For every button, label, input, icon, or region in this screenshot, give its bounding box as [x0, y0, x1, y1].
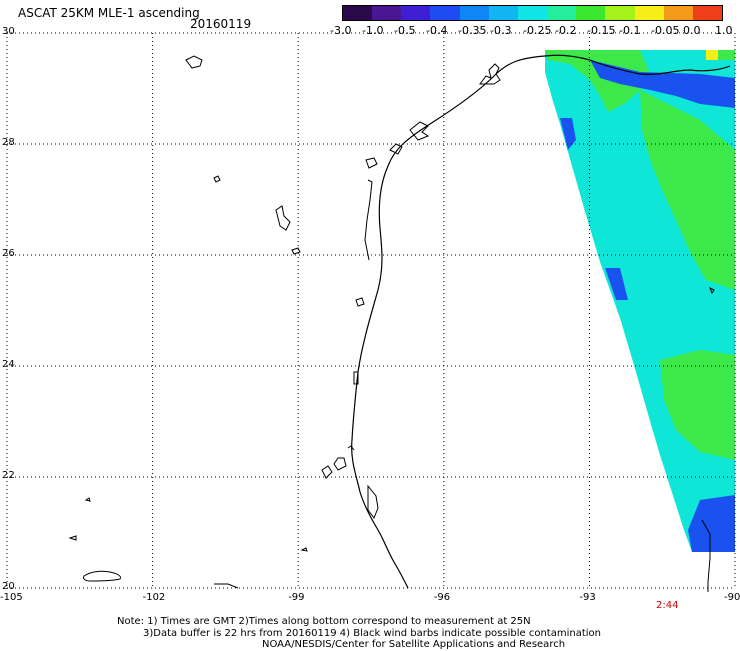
longitude-label: -102	[142, 592, 166, 603]
colorbar-label: -0.25	[523, 24, 552, 37]
longitude-label: -93	[579, 592, 596, 603]
swath-blue-coastal	[590, 60, 735, 108]
footnote: Note: 1) Times are GMT 2)Times along bot…	[117, 616, 601, 651]
latitude-label: 28	[2, 137, 15, 148]
colorbar	[342, 5, 723, 21]
colorbar-label: -0.5	[394, 24, 416, 37]
longitude-label: -99	[288, 592, 305, 603]
longitude-label: -96	[433, 592, 451, 603]
swath-blue-edge	[560, 118, 576, 150]
swath-green-north	[545, 50, 650, 112]
colorbar-label: -1.0	[362, 24, 384, 37]
map-title: ASCAT 25KM MLE-1 ascending	[18, 6, 200, 20]
measurement-time: 2:44	[656, 600, 679, 611]
colorbar-segment	[401, 6, 431, 20]
colorbar-label: -0.15	[587, 24, 616, 37]
colorbar-label: -0.35	[458, 24, 487, 37]
footnote-line-1: Note: 1) Times are GMT 2)Times along bot…	[117, 616, 531, 627]
colorbar-labels: -3.0 -1.0 -0.5 -0.4 -0.35 -0.3 -0.25 -0.2 -0.15-…	[330, 24, 740, 38]
footnote-line-3: NOAA/NESDIS/Center for Satellite Applica…	[262, 639, 566, 650]
longitude-label: -105	[0, 592, 23, 603]
swath-blue-edge	[605, 268, 628, 300]
latitude-label: 22	[2, 470, 15, 481]
swath-green-east	[640, 90, 735, 290]
colorbar-segment	[576, 6, 606, 20]
swath-blue-southeast	[688, 495, 735, 552]
colorbar-segment	[634, 6, 664, 20]
colorbar-segment	[692, 6, 723, 20]
colorbar-label: -3.0	[330, 24, 352, 37]
swath-green-south	[660, 350, 735, 460]
colorbar-segment	[663, 6, 693, 20]
colorbar-segment	[343, 6, 373, 20]
colorbar-segment	[372, 6, 402, 20]
colorbar-segment	[430, 6, 460, 20]
colorbar-segment	[605, 6, 635, 20]
ascat-swath	[545, 50, 735, 552]
colorbar-label: -0.2	[555, 24, 577, 37]
colorbar-segment	[517, 6, 548, 20]
colorbar-segment	[488, 6, 518, 20]
map-date: 20160119	[190, 17, 252, 31]
footnote-line-2: 3)Data buffer is 22 hrs from 20160119 4)…	[143, 627, 601, 639]
colorbar-label: -0.4	[426, 24, 448, 37]
longitude-label: -90	[724, 592, 740, 603]
colorbar-label: -0.1	[619, 24, 641, 37]
swath-yellow-cell	[706, 50, 718, 60]
latitude-label: 30	[2, 26, 15, 37]
colorbar-label: -0.05	[651, 24, 680, 37]
swath-green-cell	[718, 50, 735, 60]
latitude-label: 20	[2, 581, 15, 592]
colorbar-label: -0.3	[490, 24, 512, 37]
latitude-label: 26	[2, 248, 15, 259]
colorbar-label: 1.0	[715, 24, 733, 37]
lat-lon-grid	[6, 32, 736, 589]
coastline	[68, 54, 731, 592]
colorbar-segment	[459, 6, 489, 20]
colorbar-segment	[547, 6, 577, 20]
colorbar-label: 0.0	[683, 24, 701, 37]
latitude-label: 24	[2, 359, 15, 370]
